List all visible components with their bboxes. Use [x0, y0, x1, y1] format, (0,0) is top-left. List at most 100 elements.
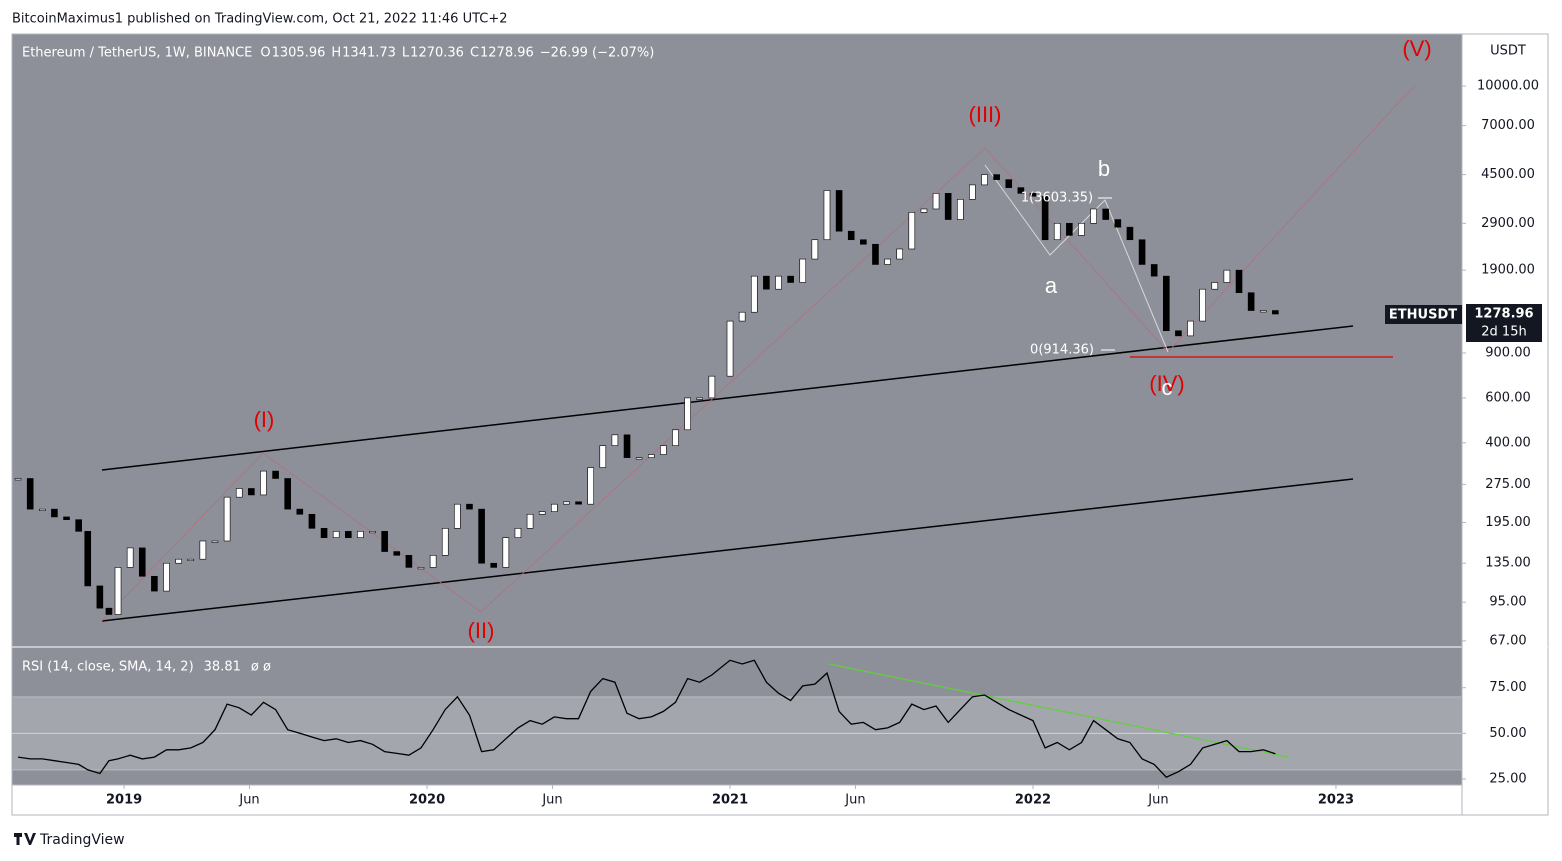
brand-name: TradingView	[39, 832, 125, 848]
legend-item: L	[402, 46, 410, 61]
candle	[1053, 222, 1061, 241]
candle	[884, 258, 891, 265]
candle	[623, 434, 631, 458]
y-tick-label: 600.00	[1485, 390, 1531, 405]
published-note: BitcoinMaximus1 published on TradingView…	[12, 12, 508, 27]
candle	[454, 503, 461, 529]
legend-item: −26.99 (−2.07%)	[540, 46, 655, 61]
x-tick-label: 2023	[1318, 793, 1354, 808]
candle	[1029, 193, 1037, 197]
candle	[272, 470, 279, 479]
candle	[750, 275, 758, 313]
candle	[26, 478, 34, 510]
candle	[1078, 222, 1085, 236]
candle	[847, 230, 855, 241]
candle	[738, 311, 746, 322]
candle	[1138, 239, 1146, 265]
candle	[1041, 195, 1049, 241]
candle	[199, 540, 207, 560]
last-price: 1278.96	[1474, 307, 1533, 322]
candle	[563, 501, 570, 505]
candle	[787, 275, 794, 283]
candle	[823, 190, 831, 241]
candle	[308, 513, 316, 529]
candle	[38, 508, 46, 511]
candle	[647, 454, 655, 458]
y-tick-label: 900.00	[1485, 345, 1531, 360]
wave-label: (II)	[468, 618, 495, 643]
abc-label: c	[1162, 375, 1173, 400]
candle	[1175, 330, 1182, 337]
x-tick-label: Jun	[1147, 793, 1168, 808]
candle	[114, 567, 122, 615]
candle	[684, 397, 691, 431]
candle	[63, 516, 70, 520]
candle	[441, 528, 449, 556]
candle	[478, 508, 485, 564]
price-tag	[1466, 304, 1542, 342]
legend-item: Ethereum / TetherUS, 1W, BINANCE	[22, 46, 252, 61]
rsi-trendline	[828, 663, 1289, 758]
candle	[1211, 282, 1219, 290]
candle	[138, 547, 146, 577]
candle	[660, 445, 667, 455]
wave-path	[101, 84, 1416, 622]
y-tick-label: 95.00	[1489, 595, 1526, 610]
candle	[908, 212, 916, 250]
legend-item: C	[470, 46, 479, 61]
legend-item: 1270.36	[410, 46, 464, 61]
candle	[75, 519, 82, 532]
candle	[1187, 320, 1194, 337]
candle	[763, 275, 770, 290]
candle	[381, 531, 388, 552]
candle	[575, 501, 582, 505]
x-tick-label: 2019	[106, 793, 142, 808]
candle	[1005, 179, 1013, 188]
y-tick-label: 25.00	[1489, 771, 1526, 786]
candle	[96, 585, 104, 609]
candle	[466, 503, 473, 510]
candle	[248, 488, 255, 496]
candle	[429, 555, 437, 568]
brand: TradingView	[14, 832, 125, 848]
candle	[1114, 219, 1122, 228]
candle	[14, 478, 22, 481]
candle	[393, 551, 401, 556]
y-tick-label: 195.00	[1485, 515, 1531, 530]
x-tick-label: Jun	[844, 793, 865, 808]
candle	[775, 275, 782, 290]
candle	[932, 193, 940, 210]
y-tick-label: 75.00	[1489, 680, 1526, 695]
candle	[320, 528, 328, 538]
x-tick-label: 2022	[1015, 793, 1051, 808]
symbol-label: ETHUSDT	[1389, 308, 1457, 323]
price-pane	[12, 34, 1462, 647]
y-tick-label: 400.00	[1485, 435, 1531, 450]
wave-label: (III)	[969, 102, 1002, 127]
candle	[187, 558, 195, 562]
candle	[1247, 292, 1255, 311]
abc-label: b	[1098, 156, 1110, 181]
candle	[405, 555, 413, 568]
currency-label: USDT	[1490, 44, 1526, 59]
y-tick-label: 50.00	[1489, 726, 1526, 741]
legend-item: ø ø	[251, 660, 271, 675]
candle	[369, 531, 376, 534]
brand-logo	[14, 833, 36, 845]
candle	[296, 508, 304, 515]
candle	[490, 562, 498, 568]
y-tick-label: 1900.00	[1481, 263, 1535, 278]
candle	[84, 531, 92, 587]
candle	[896, 248, 903, 260]
legend-item: O	[260, 46, 270, 61]
fib-label: 1(3603.35)	[1021, 191, 1093, 206]
candle	[981, 174, 988, 186]
candle	[708, 375, 716, 399]
legend-item: H	[331, 46, 341, 61]
fib-label: 0(914.36)	[1030, 343, 1094, 358]
candle	[1272, 310, 1279, 315]
wave-label: (I)	[254, 407, 275, 432]
symbol-tag	[1385, 305, 1462, 324]
channel-bottom	[101, 478, 1354, 622]
